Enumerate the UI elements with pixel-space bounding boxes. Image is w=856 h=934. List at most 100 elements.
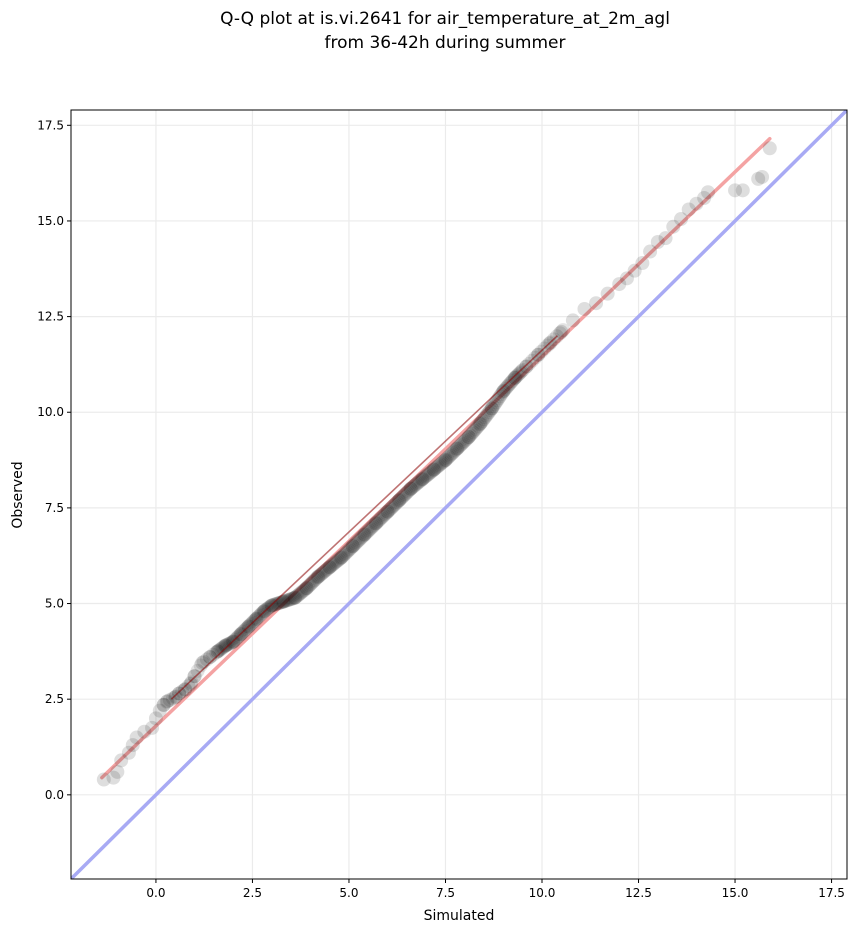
- qq-point: [577, 301, 592, 316]
- qq-point: [299, 581, 314, 596]
- qq-point: [407, 478, 422, 493]
- qq-point: [522, 356, 537, 371]
- qq-point: [426, 462, 441, 477]
- qq-point: [430, 459, 445, 474]
- qq-point: [313, 568, 328, 583]
- qq-point: [392, 493, 407, 508]
- qq-point: [210, 644, 225, 659]
- qq-point: [482, 404, 497, 419]
- qq-point: [337, 547, 352, 562]
- qq-point: [372, 512, 387, 527]
- qq-point: [288, 590, 303, 605]
- qq-point: [755, 169, 770, 184]
- x-tick-label: 5.0: [339, 886, 358, 900]
- qq-point: [341, 543, 356, 558]
- qq-point: [403, 481, 418, 496]
- qq-point: [519, 359, 534, 374]
- grid-lines: [71, 110, 847, 879]
- qq-point: [476, 412, 491, 427]
- qq-point: [495, 385, 510, 400]
- qq-point: [318, 563, 333, 578]
- qq-point: [401, 484, 416, 499]
- qq-point: [317, 564, 332, 579]
- qq-point: [286, 591, 301, 606]
- qq-point: [360, 524, 375, 539]
- x-axis-label: Simulated: [424, 908, 495, 924]
- qq-point: [442, 448, 457, 463]
- qq-point: [650, 234, 665, 249]
- qq-point: [394, 491, 409, 506]
- qq-point: [426, 462, 441, 477]
- qq-point: [217, 639, 232, 654]
- qq-point: [160, 694, 175, 709]
- qq-point: [125, 738, 140, 753]
- qq-point: [214, 641, 229, 656]
- qq-point: [294, 585, 309, 600]
- qq-point: [322, 560, 337, 575]
- qq-point: [413, 473, 428, 488]
- qq-point: [418, 469, 433, 484]
- qq-point: [272, 595, 287, 610]
- qq-point: [461, 430, 476, 445]
- qq-point: [307, 573, 322, 588]
- qq-point: [345, 539, 360, 554]
- y-tick-label: 10.0: [37, 405, 64, 419]
- qq-point: [440, 451, 455, 466]
- qq-point: [311, 569, 326, 584]
- qq-point: [210, 644, 225, 659]
- qq-point: [515, 362, 530, 377]
- qq-point: [183, 676, 198, 691]
- qq-point: [658, 231, 673, 246]
- fit-line-overlay: [170, 335, 558, 700]
- qq-point: [452, 439, 467, 454]
- qq-point: [735, 183, 750, 198]
- qq-point: [487, 397, 502, 412]
- qq-point: [456, 435, 471, 450]
- qq-point: [498, 381, 513, 396]
- qq-point: [279, 593, 294, 608]
- qq-point: [391, 493, 406, 508]
- qq-point: [359, 525, 374, 540]
- qq-point: [589, 296, 604, 311]
- qq-point: [338, 546, 353, 561]
- qq-point: [378, 507, 393, 522]
- qq-point: [468, 422, 483, 437]
- qq-point: [475, 413, 490, 428]
- qq-point: [459, 432, 474, 447]
- y-tick-label: 17.5: [37, 118, 64, 132]
- qq-point: [311, 569, 326, 584]
- qq-point: [218, 638, 233, 653]
- qq-point: [499, 380, 514, 395]
- qq-point: [383, 501, 398, 516]
- qq-point: [464, 426, 479, 441]
- qq-point: [428, 461, 443, 476]
- qq-point: [518, 359, 533, 374]
- qq-point: [463, 428, 478, 443]
- qq-point: [425, 463, 440, 478]
- qq-point: [353, 531, 368, 546]
- qq-point: [280, 593, 295, 608]
- qq-point: [159, 694, 174, 709]
- qq-point: [219, 637, 234, 652]
- qq-point: [295, 584, 310, 599]
- qq-point: [365, 519, 380, 534]
- qq-point: [114, 753, 129, 768]
- qq-point: [471, 418, 486, 433]
- qq-point: [429, 460, 444, 475]
- qq-point: [314, 566, 329, 581]
- qq-point: [282, 592, 297, 607]
- qq-point: [302, 578, 317, 593]
- qq-point: [172, 686, 187, 701]
- qq-point: [356, 528, 371, 543]
- x-tick-label: 7.5: [436, 886, 455, 900]
- qq-point: [502, 377, 517, 392]
- qq-point: [728, 183, 743, 198]
- qq-point: [405, 480, 420, 495]
- qq-point: [206, 647, 221, 662]
- qq-point: [448, 443, 463, 458]
- qq-point: [762, 141, 777, 156]
- qq-point: [287, 590, 302, 605]
- qq-point: [419, 468, 434, 483]
- qq-point: [455, 436, 470, 451]
- qq-point: [363, 521, 378, 536]
